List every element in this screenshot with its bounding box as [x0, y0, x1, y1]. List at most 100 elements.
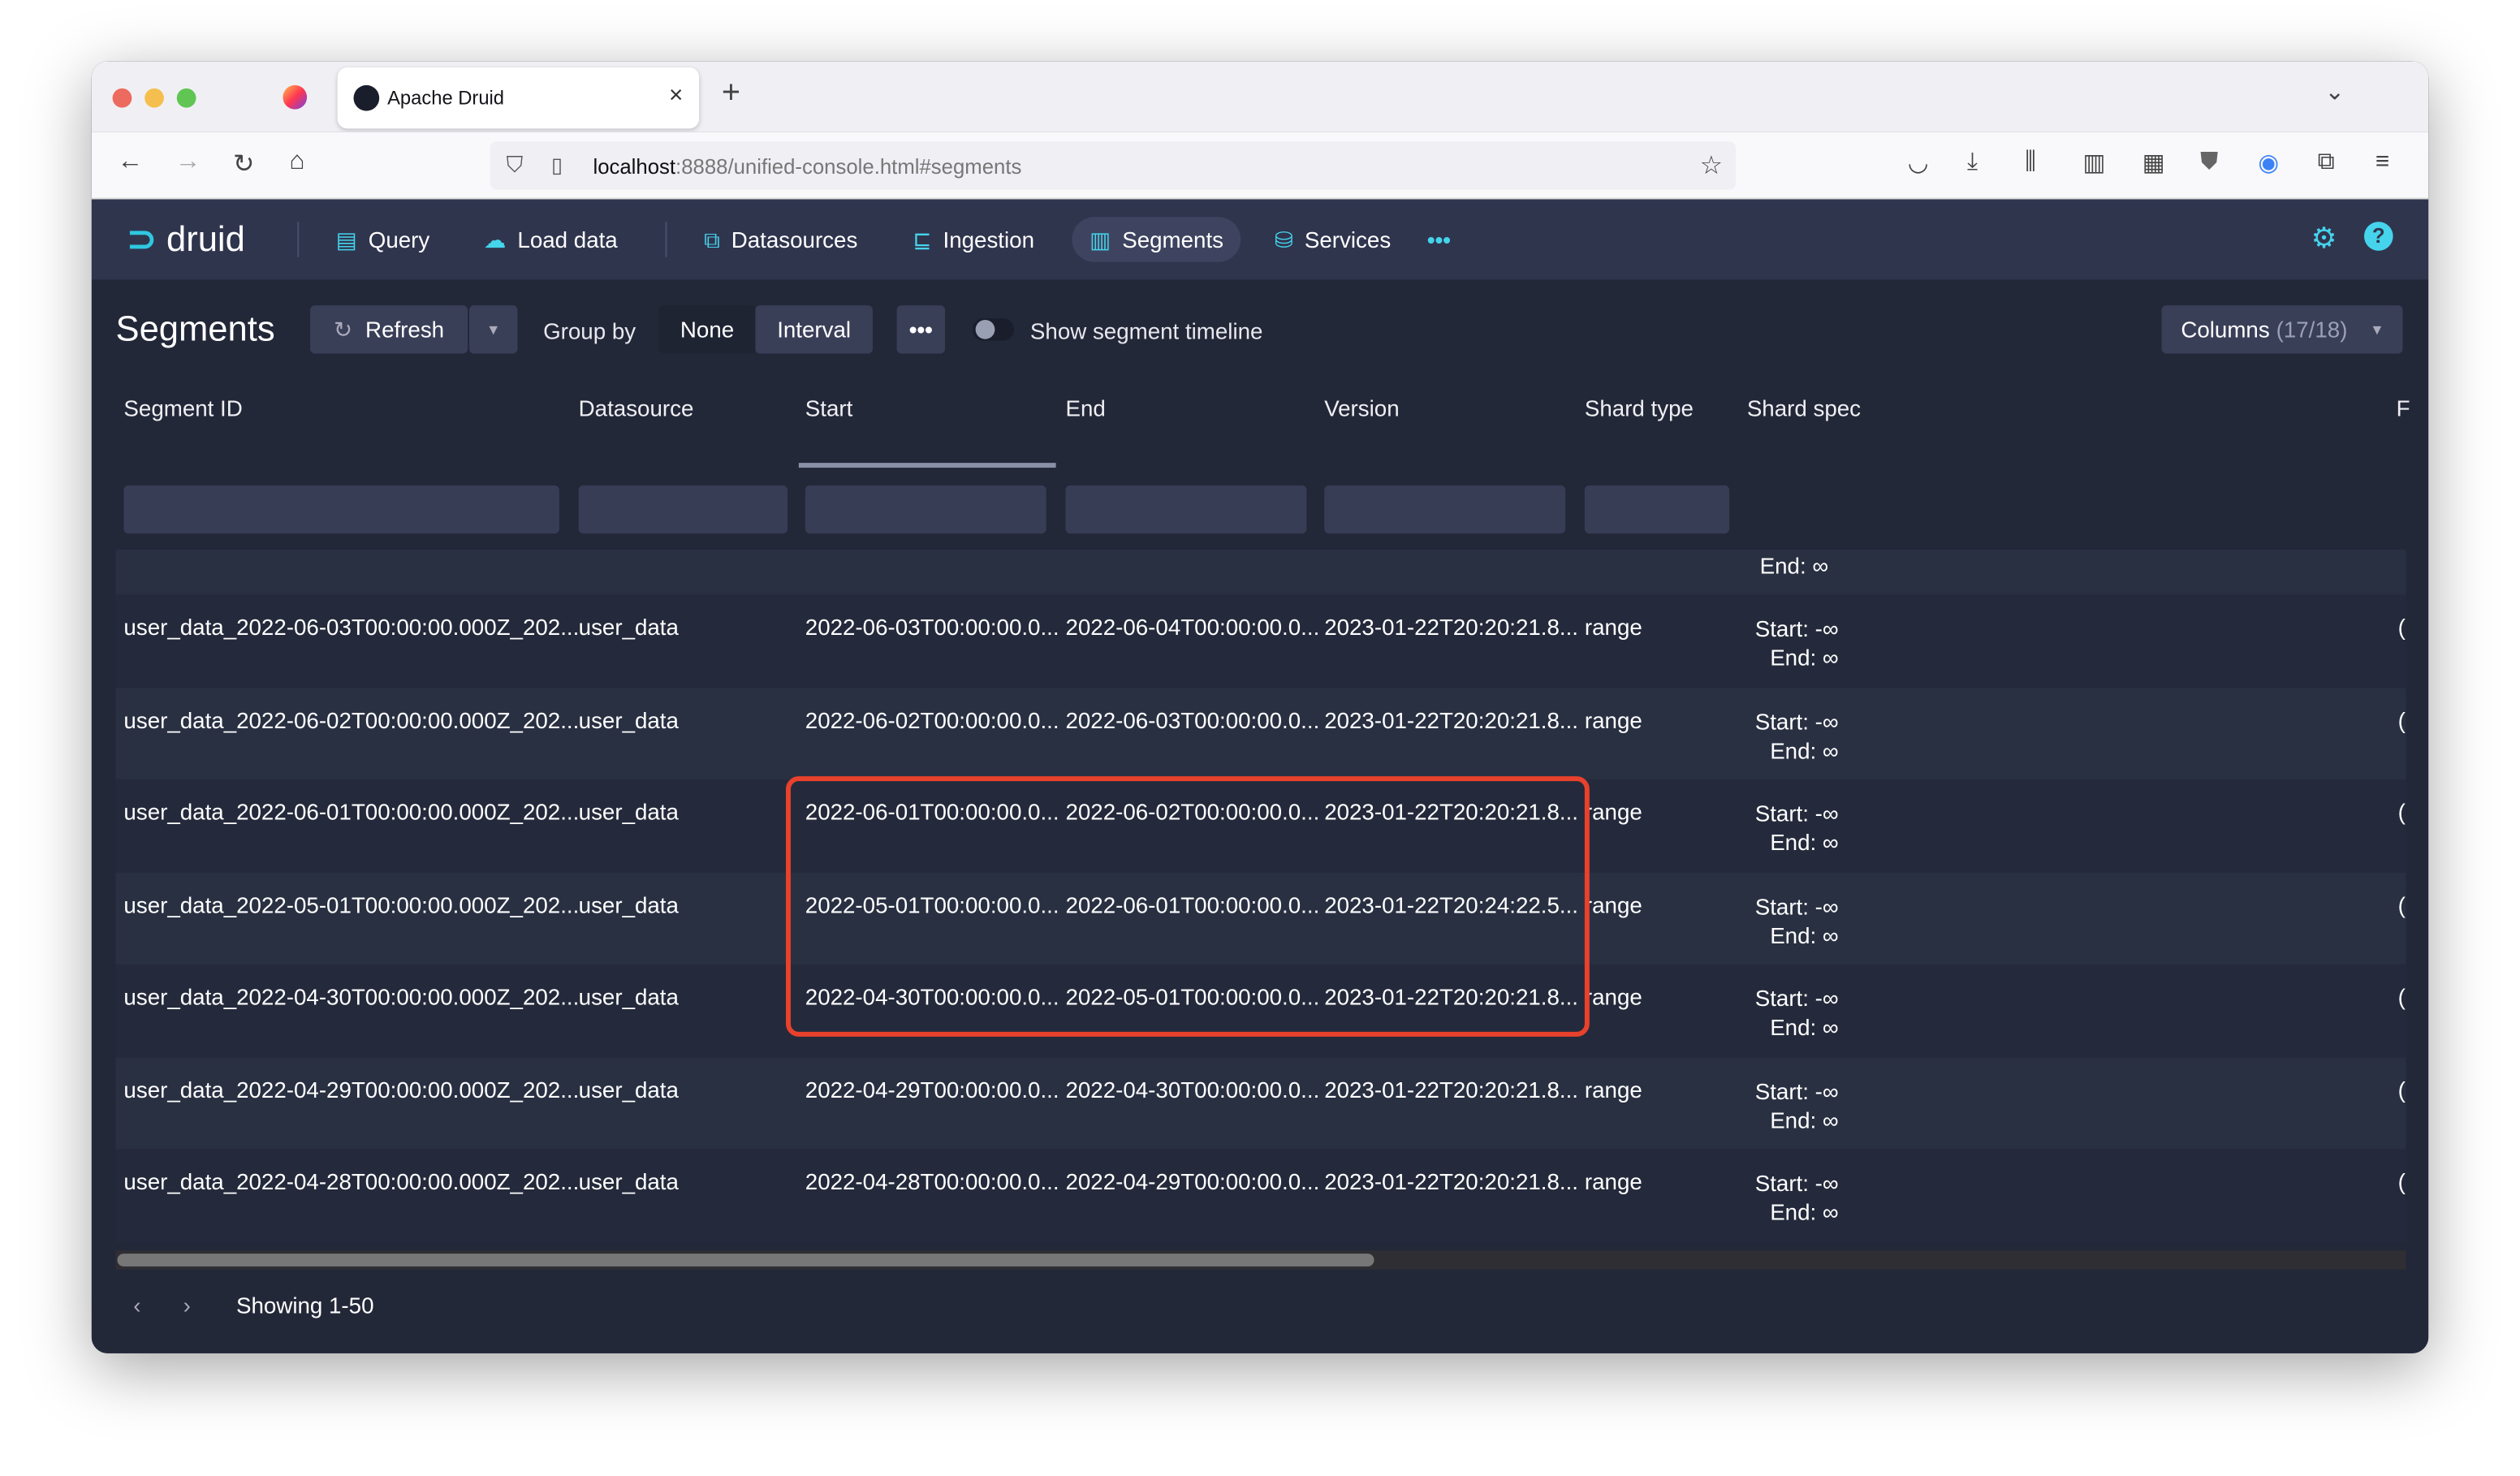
spec-end: End: ∞ [1770, 921, 1839, 947]
nav-datasources[interactable]: ⧉ Datasources [686, 217, 875, 261]
back-icon[interactable]: ← [117, 148, 144, 175]
end-cell: 2022-05-01T00:00:00.0... [1065, 983, 1320, 1010]
library-icon[interactable]: ⫼ [2025, 148, 2036, 175]
filter-datasource-input[interactable] [578, 485, 788, 534]
nav-segments[interactable]: ▥ Segments [1072, 217, 1241, 262]
menu-icon[interactable]: ≡ [2375, 148, 2390, 175]
column-header-shard-spec[interactable]: Shard spec [1746, 395, 1862, 421]
columns-button[interactable]: Columns (17/18) ▼ [2161, 305, 2403, 354]
download-icon[interactable]: ⤓ [1967, 148, 1978, 175]
shard-spec-cell: Start: -∞ End: ∞ [1750, 706, 1839, 764]
password-manager-icon[interactable]: ◉ [2258, 149, 2280, 177]
sidebar-icon[interactable]: ▥ [2082, 149, 2106, 177]
filter-segment-id-input[interactable] [123, 485, 559, 534]
filter-start-input[interactable] [805, 485, 1046, 534]
filter-shard-type-input[interactable] [1584, 485, 1730, 534]
end-cell: 2022-06-04T00:00:00.0... [1065, 614, 1320, 640]
timeline-label: Show segment timeline [1029, 317, 1263, 344]
columns-count: (17/18) [2276, 316, 2348, 343]
help-icon[interactable]: ? [2363, 222, 2393, 251]
pocket-icon[interactable]: ◡ [1907, 149, 1929, 177]
nav-services[interactable]: ⛁ Services [1257, 217, 1409, 261]
upload-icon: ☁ [483, 226, 507, 252]
truncated-cell: ( [2397, 1168, 2406, 1194]
url-bar[interactable]: ⛉ ▯ localhost:8888/unified-console.html#… [490, 141, 1736, 190]
tab-apache-druid[interactable]: Apache Druid × [337, 67, 700, 129]
minimize-window-button[interactable] [145, 88, 164, 108]
close-tab-icon[interactable]: × [668, 81, 684, 110]
segment-id-cell: user_data_2022-06-02T00:00:00.000Z_202..… [123, 706, 580, 732]
shard-spec-cell: Start: -∞ End: ∞ [1750, 1168, 1839, 1226]
close-window-button[interactable] [112, 88, 132, 108]
group-none-button[interactable]: None [658, 305, 756, 354]
nav-label: Services [1304, 227, 1392, 252]
group-by-label: Group by [543, 317, 636, 344]
nav-label: Segments [1122, 227, 1224, 252]
segment-id-cell: user_data_2022-04-30T00:00:00.000Z_202..… [123, 983, 580, 1010]
version-cell: 2023-01-22T20:24:22.5... [1324, 891, 1578, 917]
truncated-cell: ( [2397, 614, 2406, 640]
group-interval-button[interactable]: Interval [755, 305, 873, 354]
forward-icon[interactable]: → [175, 148, 201, 175]
shard-spec-cell: Start: -∞ End: ∞ [1750, 1076, 1839, 1133]
previous-page-button[interactable]: ‹ [133, 1292, 141, 1318]
table-row[interactable]: user_data_2022-06-01T00:00:00.000Z_202..… [115, 779, 2406, 873]
horizontal-scrollbar[interactable] [115, 1250, 2406, 1270]
table-row[interactable]: user_data_2022-05-01T00:00:00.000Z_202..… [115, 871, 2406, 965]
url-path: :8888/unified-console.html#segments [675, 154, 1022, 179]
column-header-end[interactable]: End [1065, 395, 1106, 421]
shard-type-cell: range [1584, 706, 1642, 732]
column-header-shard-type[interactable]: Shard type [1584, 395, 1694, 421]
divider [665, 222, 667, 257]
ublock-shield-icon[interactable]: ⛊ [2200, 148, 2219, 175]
column-header-datasource[interactable]: Datasource [578, 395, 694, 421]
more-options-button[interactable]: ••• [896, 305, 946, 354]
table-row[interactable]: user_data_2022-04-29T00:00:00.000Z_202..… [115, 1056, 2406, 1150]
filter-end-input[interactable] [1065, 485, 1307, 534]
shard-type-cell: range [1584, 891, 1642, 917]
segment-id-cell: user_data_2022-06-01T00:00:00.000Z_202..… [123, 798, 580, 825]
end-cell: 2022-04-30T00:00:00.0... [1065, 1076, 1320, 1103]
column-header-start[interactable]: Start [805, 395, 853, 421]
filter-version-input[interactable] [1324, 485, 1566, 534]
nav-label: Query [368, 227, 430, 252]
nav-query[interactable]: ▤ Query [318, 217, 447, 261]
reload-icon[interactable]: ↻ [233, 151, 255, 179]
segment-timeline-toggle[interactable] [972, 317, 1015, 341]
shard-type-cell: range [1584, 1076, 1642, 1103]
shield-icon[interactable]: ⛉ [506, 151, 524, 177]
druid-logo[interactable]: ⊃ druid [127, 218, 244, 260]
spec-start: Start: -∞ [1754, 615, 1839, 641]
start-cell: 2022-05-01T00:00:00.0... [805, 891, 1059, 917]
scrollbar-thumb[interactable] [117, 1254, 1374, 1267]
extensions-icon[interactable]: ⧉ [2317, 148, 2335, 175]
divider [297, 222, 300, 257]
refresh-button[interactable]: ↻ Refresh [310, 305, 468, 354]
datasource-cell: user_data [578, 1076, 679, 1103]
firefox-icon [283, 84, 308, 110]
more-nav-button[interactable]: ••• [1426, 227, 1452, 252]
extension-grid-icon[interactable]: ▦ [2142, 149, 2165, 177]
maximize-window-button[interactable] [176, 88, 196, 108]
column-header-segment-id[interactable]: Segment ID [123, 395, 243, 421]
next-page-button[interactable]: › [183, 1292, 191, 1318]
column-header-version[interactable]: Version [1324, 395, 1400, 421]
url-text[interactable]: localhost:8888/unified-console.html#segm… [593, 154, 1021, 179]
spec-start: Start: -∞ [1754, 800, 1839, 826]
gear-icon[interactable]: ⚙ [2311, 222, 2337, 254]
column-header-truncated[interactable]: F [2396, 395, 2410, 421]
table-row[interactable]: user_data_2022-04-28T00:00:00.000Z_202..… [115, 1149, 2406, 1243]
bookmark-star-icon[interactable]: ☆ [1699, 153, 1724, 180]
table-row[interactable]: user_data_2022-06-02T00:00:00.000Z_202..… [115, 687, 2406, 781]
nav-load-data[interactable]: ☁ Load data [466, 217, 635, 261]
refresh-options-dropdown[interactable]: ▼ [469, 305, 518, 354]
list-tabs-chevron-icon[interactable]: ⌄ [2324, 79, 2345, 106]
nav-ingestion[interactable]: ⊑ Ingestion [895, 217, 1052, 261]
start-cell: 2022-06-02T00:00:00.0... [805, 706, 1059, 732]
version-cell: 2023-01-22T20:20:21.8... [1324, 983, 1578, 1010]
new-tab-button[interactable]: + [721, 76, 740, 111]
spec-end: End: ∞ [1770, 1198, 1839, 1225]
table-row[interactable]: user_data_2022-04-30T00:00:00.000Z_202..… [115, 964, 2406, 1058]
home-icon[interactable]: ⌂ [289, 148, 305, 175]
table-row[interactable]: user_data_2022-06-03T00:00:00.000Z_202..… [115, 594, 2406, 688]
